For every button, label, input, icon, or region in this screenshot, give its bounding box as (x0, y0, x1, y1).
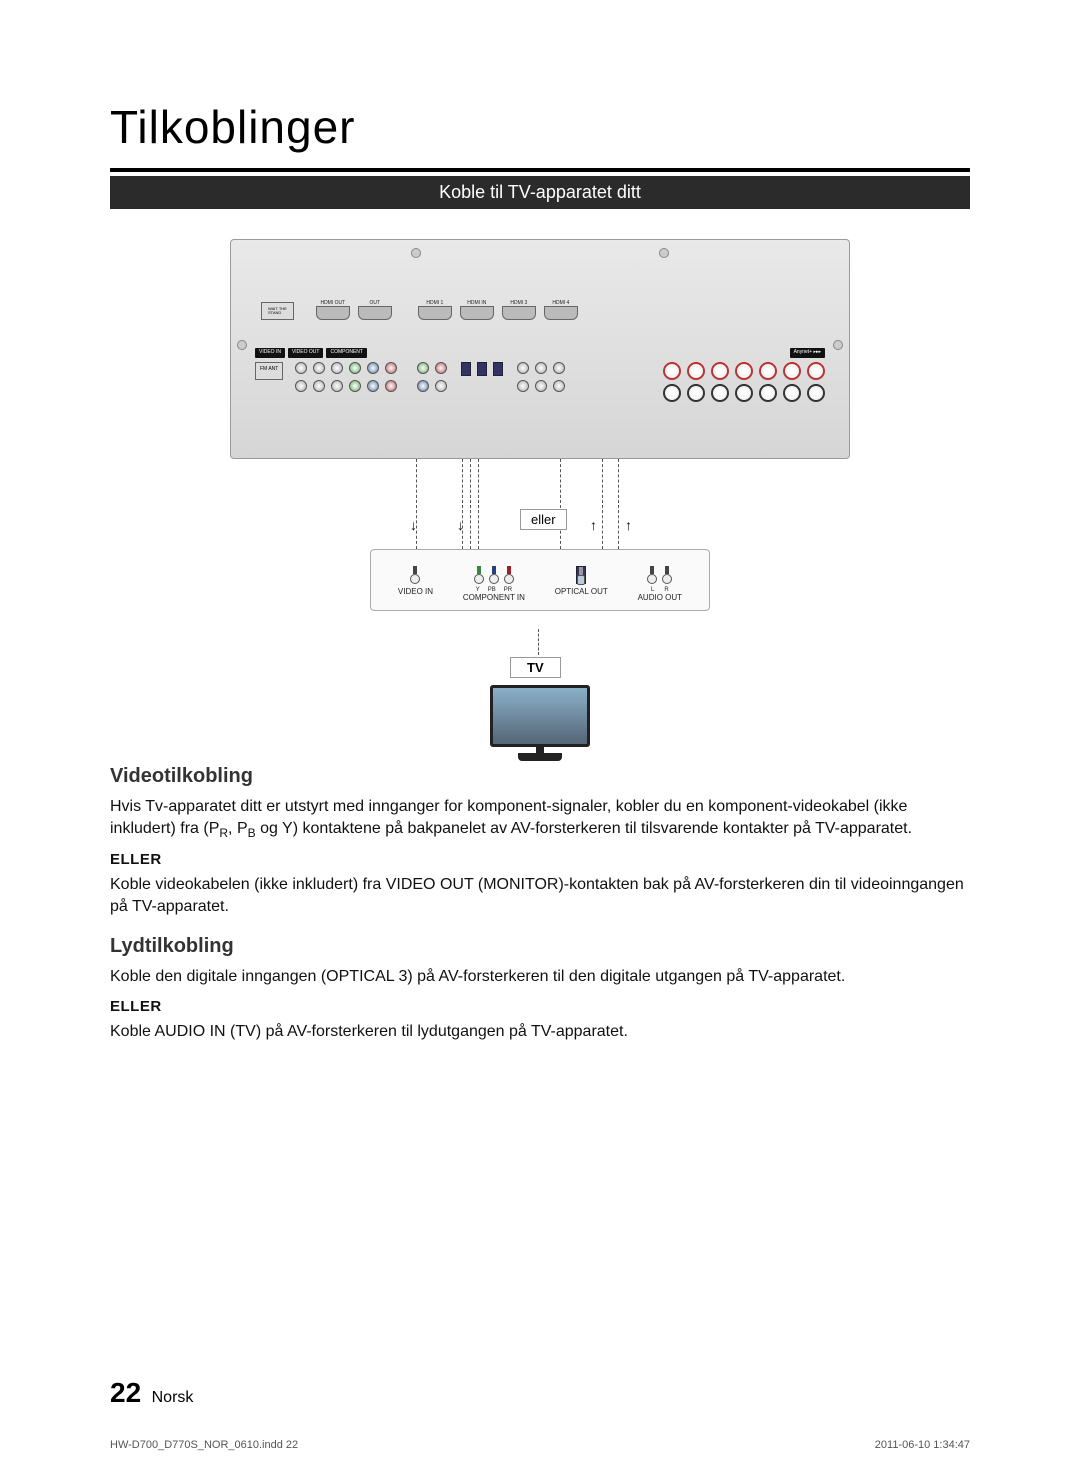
video-paragraph-1: Hvis Tv-apparatet ditt er utstyrt med in… (110, 796, 970, 841)
page-footer: 22 Norsk (110, 1377, 193, 1409)
manual-page: Tilkoblinger Koble til TV-apparatet ditt… (0, 0, 1080, 1479)
hdmi-row: WAIT THESTAND HDMI OUT OUT HDMI 1 HDMI I… (261, 290, 819, 320)
eller-box: eller (520, 509, 567, 530)
audio-paragraph-2: Koble AUDIO IN (TV) på AV-forsterkeren t… (110, 1021, 970, 1043)
speaker-terminals (663, 362, 825, 446)
title-rule (110, 168, 970, 172)
audio-heading: Lydtilkobling (110, 935, 970, 958)
port-audio-out: L R AUDIO OUT (638, 566, 682, 602)
connection-diagram: WAIT THESTAND HDMI OUT OUT HDMI 1 HDMI I… (110, 239, 970, 739)
audio-eller: ELLER (110, 998, 970, 1015)
video-paragraph-2: Koble videokabelen (ikke inkludert) fra … (110, 874, 970, 917)
page-title: Tilkoblinger (110, 100, 970, 154)
label-strip: VIDEO INVIDEO OUTCOMPONENT Anynet+ ▸▸▸ (255, 348, 825, 358)
print-timestamp: 2011-06-10 1:34:47 (875, 1439, 970, 1451)
up-arrows: ↑ ↑ (590, 517, 632, 533)
wiring-diagram: ↓ ↓ eller ↑ ↑ VIDEO IN (230, 459, 850, 739)
video-heading: Videotilkobling (110, 765, 970, 788)
port-video-in: VIDEO IN (398, 566, 433, 602)
section-banner: Koble til TV-apparatet ditt (110, 176, 970, 209)
audio-paragraph-1: Koble den digitale inngangen (OPTICAL 3)… (110, 966, 970, 988)
tv-label: TV (510, 657, 561, 678)
video-eller: ELLER (110, 851, 970, 868)
tv-icon (490, 685, 590, 761)
page-number: 22 (110, 1377, 141, 1408)
indd-filename: HW-D700_D770S_NOR_0610.indd 22 (110, 1439, 298, 1451)
av-receiver-back-panel: WAIT THESTAND HDMI OUT OUT HDMI 1 HDMI I… (230, 239, 850, 459)
port-optical-out: OPTICAL OUT (555, 566, 608, 602)
port-component-in: Y PB PR COMPONENT IN (463, 566, 525, 602)
jack-area: FM ANT (255, 362, 825, 446)
fm-ant-label: FM ANT (255, 362, 283, 380)
anynet-badge: Anynet+ ▸▸▸ (790, 348, 825, 358)
tv-port-panel: VIDEO IN Y PB PR COMPONENT (370, 549, 710, 611)
print-metadata: HW-D700_D770S_NOR_0610.indd 22 2011-06-1… (110, 1439, 970, 1451)
page-language: Norsk (152, 1389, 194, 1406)
down-arrows: ↓ ↓ (410, 517, 464, 533)
warning-label: WAIT THESTAND (261, 302, 294, 320)
